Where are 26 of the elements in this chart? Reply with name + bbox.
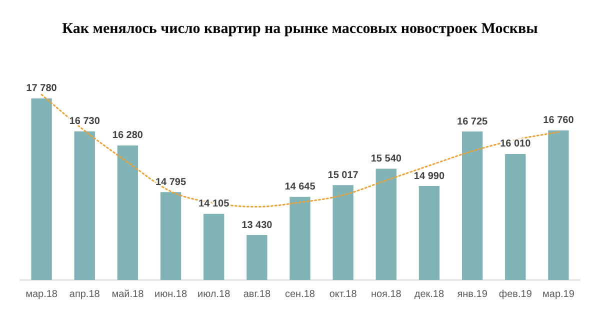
x-tick-label: янв.19: [457, 288, 488, 300]
data-label: 14 645: [284, 182, 316, 193]
data-label: 16 725: [457, 116, 488, 128]
data-label: 13 430: [242, 220, 273, 231]
data-label: 14 990: [414, 170, 445, 182]
x-tick-label: июн.18: [154, 288, 188, 300]
x-tick-label: дек.18: [414, 288, 444, 300]
x-tick-label: авг.18: [243, 288, 271, 300]
x-tick-label: фев.19: [498, 288, 532, 300]
data-label: 15 540: [370, 153, 402, 164]
data-label: 16 730: [69, 116, 100, 128]
x-tick-label: май.18: [112, 288, 144, 300]
data-label: 16 760: [543, 115, 574, 126]
x-tick-label: окт.18: [329, 288, 358, 300]
x-tick-label: мар.18: [26, 288, 58, 300]
x-tick-label: сен.18: [285, 288, 316, 300]
x-tick-label: мар.19: [542, 288, 575, 300]
x-tick-label: апр.18: [69, 288, 100, 300]
x-tick-label: июл.18: [198, 288, 231, 300]
data-label: 15 017: [328, 170, 359, 181]
x-tick-label: ноя.18: [370, 288, 402, 300]
data-label: 14 795: [155, 176, 186, 188]
data-label: 17 780: [26, 83, 58, 94]
data-label: 16 280: [112, 130, 144, 142]
data-label: 16 010: [500, 138, 532, 150]
chart-title: Как менялось число квартир на рынке массовых новостроек Москвы: [62, 20, 538, 37]
